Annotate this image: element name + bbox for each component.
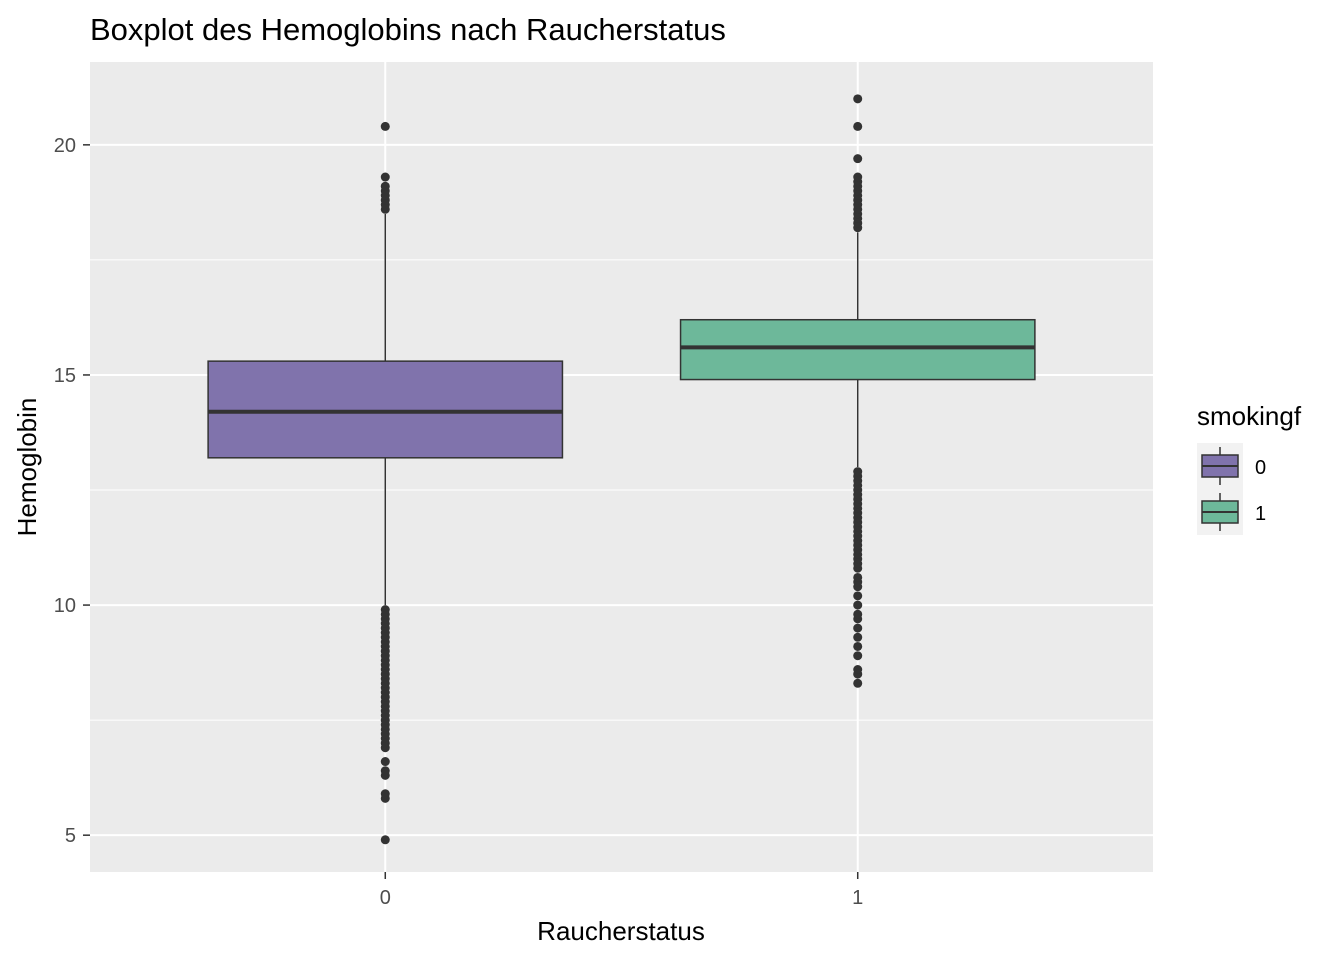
outlier-point <box>853 632 863 642</box>
outlier-point <box>380 766 390 776</box>
y-axis-label: Hemoglobin <box>12 398 42 537</box>
y-tick-label: 20 <box>54 135 76 157</box>
outlier-point <box>380 757 390 767</box>
x-tick-label: 1 <box>852 887 863 909</box>
chart-title: Boxplot des Hemoglobins nach Raucherstat… <box>90 12 726 47</box>
legend-keys: 01 <box>1197 443 1266 535</box>
outlier-point <box>853 600 863 610</box>
legend-label: 0 <box>1255 457 1266 479</box>
x-tick-label: 0 <box>380 887 391 909</box>
outlier-point <box>853 623 863 633</box>
outlier-point <box>853 591 863 601</box>
outlier-point <box>380 121 390 131</box>
outlier-point <box>380 789 390 799</box>
outlier-point <box>380 605 390 615</box>
x-axis-label: Raucherstatus <box>537 916 705 946</box>
outlier-point <box>380 835 390 845</box>
plot-background <box>90 62 1153 872</box>
box-group-0 <box>207 121 564 845</box>
y-tick-label: 15 <box>54 365 76 387</box>
y-axis: 5 10 15 20 <box>54 135 90 847</box>
outlier-point <box>853 609 863 619</box>
legend: smokingf 01 <box>1197 401 1302 535</box>
box-group-1 <box>679 94 1036 688</box>
box <box>207 360 564 459</box>
outlier-point <box>853 154 863 164</box>
outlier-point <box>380 172 390 182</box>
outlier-point <box>853 641 863 651</box>
y-tick-label: 10 <box>54 595 76 617</box>
outlier-point <box>853 651 863 661</box>
box <box>679 318 1036 381</box>
outlier-point <box>853 94 863 104</box>
outlier-point <box>853 572 863 582</box>
grid-minor <box>90 259 1153 721</box>
outlier-point <box>853 665 863 674</box>
y-tick-label: 5 <box>65 825 76 847</box>
legend-label: 1 <box>1255 503 1266 525</box>
outlier-point <box>853 121 863 131</box>
boxes <box>207 94 1036 845</box>
outlier-point <box>853 467 863 477</box>
outlier-point <box>853 678 863 688</box>
legend-title: smokingf <box>1197 401 1302 431</box>
outlier-point <box>853 172 863 182</box>
outlier-point <box>380 181 390 191</box>
